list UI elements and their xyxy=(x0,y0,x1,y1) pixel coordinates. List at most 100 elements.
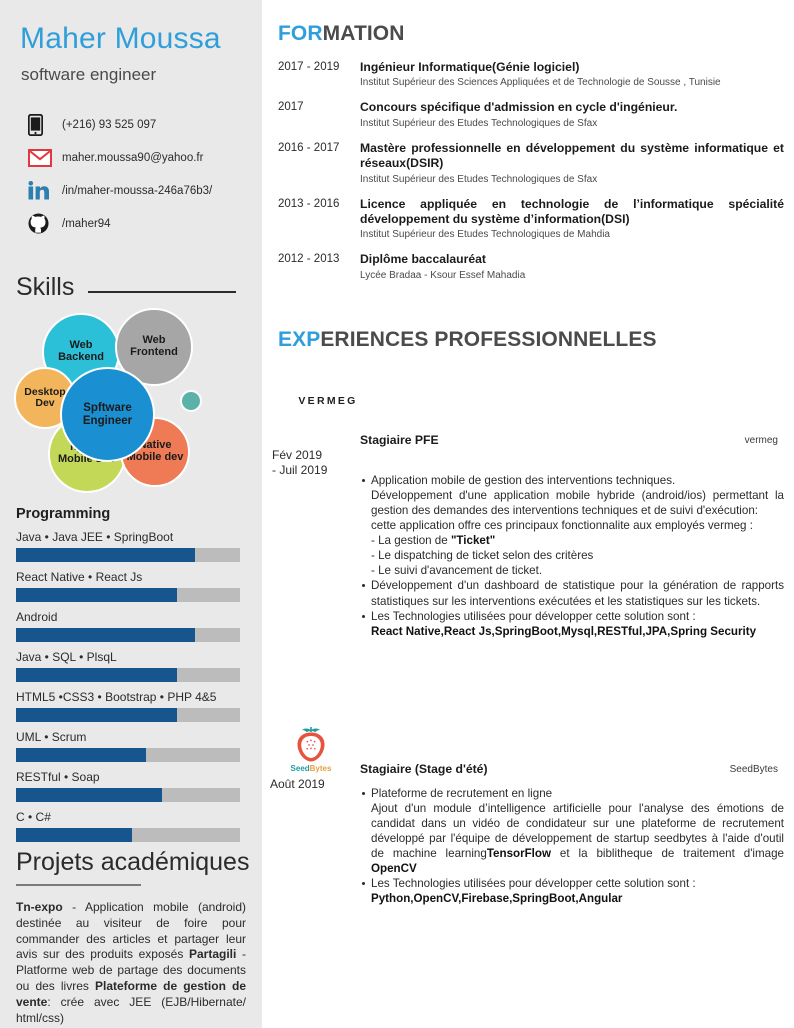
strawberry-icon xyxy=(297,727,325,762)
programming-bar-item: RESTful • Soap xyxy=(16,770,240,802)
skill-bubble-label: Spftware Engineer xyxy=(82,402,133,427)
vermeg-b3-bold: React Native,React Js,SpringBoot,Mysql,R… xyxy=(371,624,757,638)
vermeg-date-line2: - Juil 2019 xyxy=(272,463,328,478)
seed-b1-mid: et la biblitheque de traitement d'image xyxy=(551,847,784,861)
programming-bar-fill xyxy=(16,548,196,562)
education-detail: Licence appliquée en technologie de l’in… xyxy=(360,197,784,242)
list-item: Les Technologies utilisées pour développ… xyxy=(360,609,784,639)
projects-body: Tn-expo - Application mobile (android) d… xyxy=(16,900,246,1027)
programming-bar-label: RESTful • Soap xyxy=(16,770,100,784)
programming-bar-fill xyxy=(16,628,196,642)
education-title: Concours spécifique d'admission en cycle… xyxy=(360,100,678,115)
education-title: Diplôme baccalauréat xyxy=(360,252,486,267)
list-item: - Le suivi d'avancement de ticket. xyxy=(371,564,543,578)
experience-heading-hl: EXP xyxy=(278,328,321,351)
programming-bar-track xyxy=(16,828,240,842)
list-item: Les Technologies utilisées pour développ… xyxy=(360,876,784,906)
seedbytes-company: SeedBytes xyxy=(729,764,778,775)
education-detail: Ingénieur Informatique(Génie logiciel) In… xyxy=(360,60,784,89)
education-institution: Institut Supérieur des Sciences Appliqué… xyxy=(360,77,721,89)
programming-bar-track xyxy=(16,668,240,682)
vermeg-sub1-bold: "Ticket" xyxy=(450,534,496,548)
seedbytes-job-title: Stagiaire (Stage d'été) xyxy=(360,762,488,776)
vermeg-date: Fév 2019 - Juil 2019 xyxy=(272,448,327,479)
education-date: 2013 - 2016 xyxy=(278,197,340,210)
list-item: - La gestion de "Ticket" xyxy=(360,533,784,548)
contact-github[interactable]: /maher94 xyxy=(28,207,260,240)
programming-bar-label: React Native • React Js xyxy=(16,570,143,584)
vermeg-logo-text: VERMEG xyxy=(298,395,358,407)
programming-bar-item: Java • Java JEE • SpringBoot xyxy=(16,530,240,562)
education-detail: Mastère professionnelle en développement… xyxy=(360,141,784,186)
project-entry: Plateforme de gestion de vente: crée ave… xyxy=(16,979,246,1025)
vermeg-sub1-pre: - La gestion de xyxy=(371,534,451,548)
main-column: FORMATION 2017 - 2019 Ingénieur Informati… xyxy=(262,0,794,1028)
programming-bar-label: HTML5 •CSS3 • Bootstrap • PHP 4&5 xyxy=(16,690,217,704)
project-entry: Tn-expo - Application mobile (android) d… xyxy=(16,900,246,962)
education-detail: Concours spécifique d'admission en cycle… xyxy=(360,100,784,129)
programming-bar-track xyxy=(16,748,240,762)
vermeg-b1-line3: cette application offre ces principaux f… xyxy=(371,519,753,533)
job-subtitle: software engineer xyxy=(21,65,157,84)
contact-email[interactable]: maher.moussa90@yahoo.fr xyxy=(28,141,260,174)
skill-bubble-label: Web Frontend xyxy=(130,334,178,358)
seedbytes-date-line1: Août 2019 xyxy=(270,777,325,791)
contact-phone[interactable]: (+216) 93 525 097 xyxy=(28,108,260,141)
programming-bar-track xyxy=(16,708,240,722)
seed-b2-pre: Les Technologies utilisées pour développ… xyxy=(371,877,696,891)
education-entry: 2013 - 2016 Licence appliquée en technolo… xyxy=(278,197,784,242)
list-item: Plateforme de recrutement en ligne Ajout… xyxy=(360,786,784,876)
programming-bar-item: Android xyxy=(16,610,240,642)
vermeg-b1-line1: Application mobile de gestion des interv… xyxy=(371,474,676,487)
education-list: 2017 - 2019 Ingénieur Informatique(Génie … xyxy=(278,60,784,293)
github-value: /maher94 xyxy=(62,217,111,230)
programming-bar-label: UML • Scrum xyxy=(16,730,87,744)
programming-bar-fill xyxy=(16,668,178,682)
linkedin-icon xyxy=(28,180,62,201)
seed-b2-bold: Python,OpenCV,Firebase,SpringBoot,Angula… xyxy=(371,892,623,906)
vermeg-b1-line2: Développement d'une application mobile h… xyxy=(371,489,784,518)
education-title: Mastère professionnelle en développement… xyxy=(360,140,784,171)
skill-bubble-label: Desktop Dev xyxy=(24,385,66,409)
skill-bubble-small xyxy=(180,390,202,412)
projects-rule xyxy=(16,884,141,886)
contact-list: (+216) 93 525 097 maher.moussa90@yahoo.f… xyxy=(28,108,260,240)
education-date: 2017 - 2019 xyxy=(278,61,340,73)
skill-bubble-label: Web Backend xyxy=(58,339,104,363)
project-name: Tn-expo xyxy=(16,900,63,914)
education-title: Licence appliquée en technologie de l’in… xyxy=(360,196,784,226)
seedbytes-date: Août 2019 xyxy=(270,777,325,792)
education-detail: Diplôme baccalauréat Lycée Bradaa - Ksour… xyxy=(360,252,784,281)
programming-bar-label: C • C# xyxy=(16,810,51,824)
seed-b1-bold1: TensorFlow xyxy=(486,847,552,861)
seedbytes-bullets: Plateforme de recrutement en ligne Ajout… xyxy=(360,786,784,907)
programming-bar-item: HTML5 •CSS3 • Bootstrap • PHP 4&5 xyxy=(16,690,240,722)
programming-bar-item: React Native • React Js xyxy=(16,570,240,602)
programming-bar-fill xyxy=(16,708,178,722)
phone-icon xyxy=(28,113,62,136)
education-date: 2017 xyxy=(278,101,304,114)
sidebar: Maher Moussa software engineer (+216) 93… xyxy=(0,0,262,1028)
vermeg-job-title: Stagiaire PFE xyxy=(360,433,439,447)
formation-heading-hl: FOR xyxy=(278,22,323,45)
seedbytes-logo-text-2: Bytes xyxy=(309,764,332,773)
education-entry: 2016 - 2017 Mastère professionnelle en dé… xyxy=(278,141,784,186)
contact-linkedin[interactable]: /in/maher-moussa-246a76b3/ xyxy=(28,174,260,207)
projects-heading: Projets académiques xyxy=(16,848,250,876)
programming-bar-track xyxy=(16,788,240,802)
seedbytes-logo-text: SeedBytes xyxy=(291,764,332,773)
programming-bar-label: Android xyxy=(16,610,58,624)
vermeg-logo: VERMEG xyxy=(278,372,378,430)
linkedin-value: /in/maher-moussa-246a76b3/ xyxy=(62,184,213,197)
vermeg-company: vermeg xyxy=(744,435,778,446)
programming-bar-track xyxy=(16,588,240,602)
programming-bar-track xyxy=(16,628,240,642)
seedbytes-logo: SeedBytes xyxy=(284,726,338,774)
vermeg-date-line1: Fév 2019 xyxy=(272,448,323,462)
seed-b1-line1: Plateforme de recrutement en ligne xyxy=(371,787,553,800)
education-institution: Institut Supérieur des Etudes Technologi… xyxy=(360,117,598,129)
education-entry: 2017 - 2019 Ingénieur Informatique(Génie … xyxy=(278,60,784,89)
email-icon xyxy=(28,148,62,167)
project-name: Plateforme de gestion de vente xyxy=(16,979,246,1009)
